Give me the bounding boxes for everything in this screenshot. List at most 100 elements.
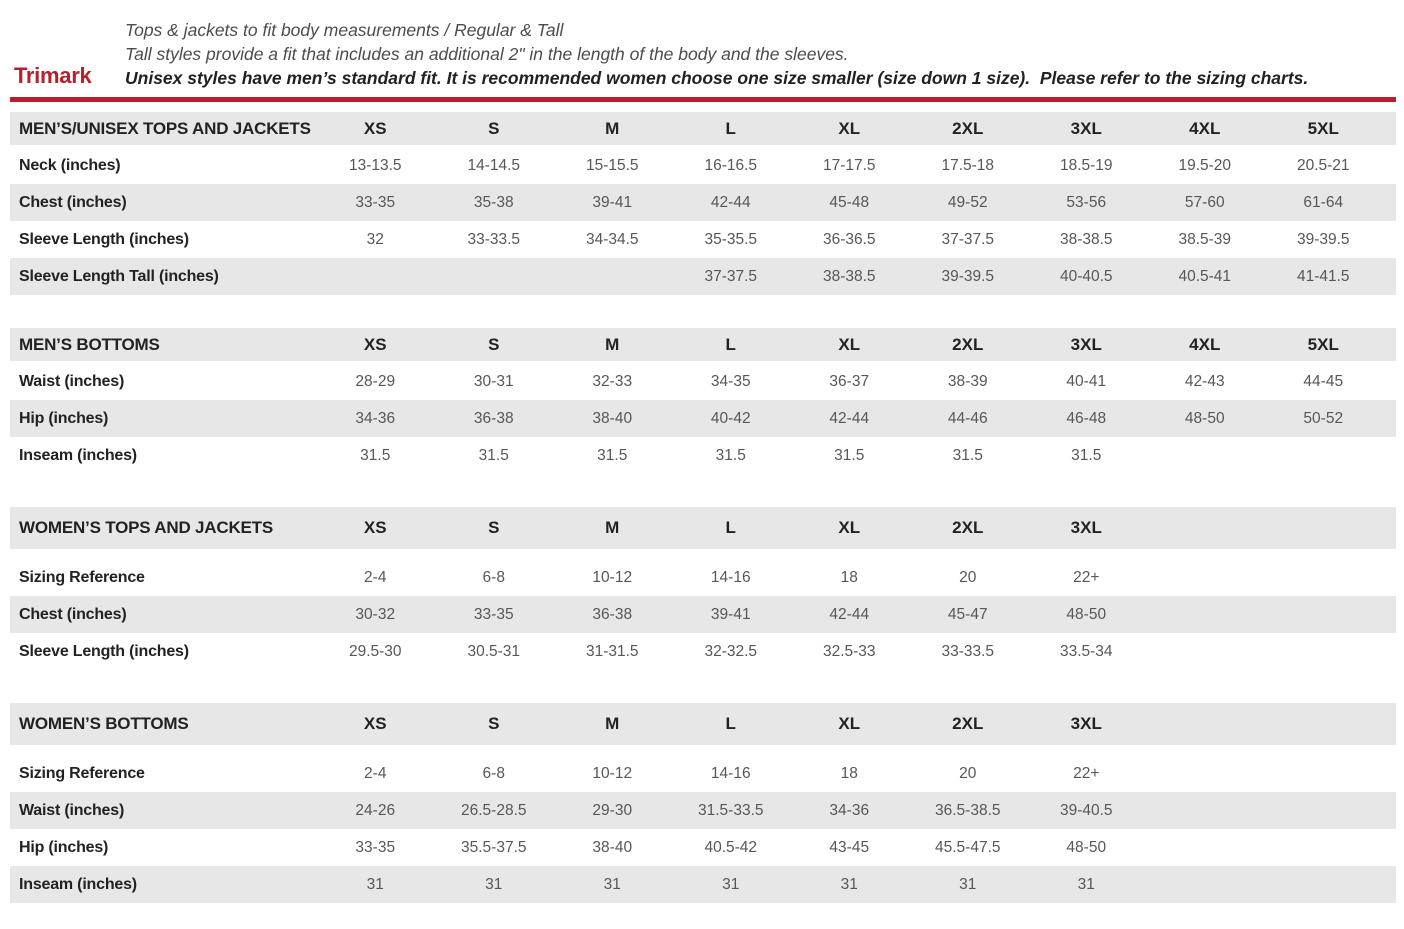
size-value-cell: 29-30 (592, 801, 633, 819)
row-label: Waist (inches) (19, 801, 125, 819)
size-value-cell: 31.5 (715, 446, 746, 464)
table-row: Chest (inches) 33-35 35-38 39-41 42-44 45-48 4… (10, 184, 1396, 221)
size-column-header: XL (838, 334, 861, 354)
size-value-cell: 37-37.5 (941, 230, 995, 248)
size-column-header: M (605, 334, 620, 354)
size-column-header: XS (363, 118, 387, 138)
row-label: Hip (inches) (19, 409, 109, 427)
size-value-cell: 43-45 (829, 838, 870, 856)
size-value-cell: 32-33 (592, 372, 633, 390)
size-column-header: XS (363, 334, 387, 354)
table-header-row: WOMEN’S BOTTOMS XS S M L XL 2XL 3XL (10, 703, 1396, 745)
size-column-header: S (488, 714, 500, 733)
size-value-cell: 39-40.5 (1059, 801, 1113, 819)
row-label: Hip (inches) (19, 838, 109, 856)
sizing-table: WOMEN’S BOTTOMS XS S M L XL 2XL 3XL Sizing Refer… (10, 703, 1396, 903)
size-value-cell: 38-38.5 (1059, 230, 1113, 248)
size-value-cell: 22+ (1073, 764, 1100, 782)
size-value-cell: 48-50 (1066, 838, 1107, 856)
size-value-cell: 36-38 (592, 605, 633, 623)
size-value-cell: 36.5-38.5 (935, 801, 1001, 819)
size-value-cell: 20.5-21 (1296, 156, 1350, 174)
size-value-cell: 20 (959, 764, 977, 782)
size-column-header: M (605, 518, 620, 537)
size-value-cell: 42-43 (1184, 372, 1225, 390)
size-value-cell: 2-4 (364, 764, 387, 782)
size-value-cell: 38-40 (592, 409, 633, 427)
size-value-cell: 37-37.5 (704, 267, 758, 285)
table-header-row: MEN’S/UNISEX TOPS AND JACKETS XS S M L XL 2XL 3… (10, 112, 1396, 145)
size-value-cell: 39-39.5 (941, 267, 995, 285)
brand-logo: Trimark (14, 63, 92, 88)
size-column-header: XS (363, 518, 387, 537)
row-label: Sleeve Length Tall (inches) (19, 267, 219, 285)
size-column-header: 3XL (1070, 118, 1102, 138)
size-value-cell: 45-47 (947, 605, 988, 623)
size-value-cell: 36-38 (473, 409, 514, 427)
table-row: Inseam (inches) 31.5 31.5 31.5 31.5 31.5 31.5 3… (10, 437, 1396, 474)
size-value-cell: 38.5-39 (1178, 230, 1232, 248)
divider-rule (10, 97, 1396, 102)
row-label: Waist (inches) (19, 372, 125, 390)
size-value-cell: 34-34.5 (585, 230, 639, 248)
size-value-cell: 38-39 (947, 372, 988, 390)
row-label: Chest (inches) (19, 193, 127, 211)
size-value-cell: 48-50 (1066, 605, 1107, 623)
size-value-cell: 30.5-31 (467, 642, 521, 660)
table-row: Sleeve Length Tall (inches) 37-37.5 38-38.… (10, 258, 1396, 295)
sizing-table: MEN’S/UNISEX TOPS AND JACKETS XS S M L XL 2XL 3… (10, 112, 1396, 295)
fit-note-line-3: Unisex styles have men’s standard fit. I… (125, 68, 1309, 88)
sizing-table: MEN’S BOTTOMS XS S M L XL 2XL 3XL 4XL 5XL Waist (i… (10, 328, 1396, 474)
table-row: Waist (inches) 28-29 30-31 32-33 34-35 36-37 3… (10, 363, 1396, 400)
size-value-cell: 39-41 (710, 605, 751, 623)
size-value-cell: 44-45 (1303, 372, 1344, 390)
size-value-cell: 17.5-18 (941, 156, 995, 174)
sizing-table: WOMEN’S TOPS AND JACKETS XS S M L XL 2XL 3XL Siz… (10, 507, 1396, 670)
size-column-header: 2XL (952, 334, 984, 354)
table-header-row: MEN’S BOTTOMS XS S M L XL 2XL 3XL 4XL 5XL (10, 328, 1396, 361)
size-value-cell: 14-16 (710, 568, 751, 586)
size-value-cell: 31.5 (597, 446, 628, 464)
size-value-cell: 31 (366, 875, 384, 893)
size-column-header: 2XL (952, 118, 984, 138)
size-value-cell: 61-64 (1303, 193, 1344, 211)
table-row: Sizing Reference 2-4 6-8 10-12 14-16 18 20 22+ (10, 559, 1396, 596)
row-label: Neck (inches) (19, 156, 121, 174)
size-value-cell: 53-56 (1066, 193, 1107, 211)
size-column-header: L (725, 118, 736, 138)
size-value-cell: 22+ (1073, 568, 1100, 586)
table-title: MEN’S/UNISEX TOPS AND JACKETS (19, 118, 311, 138)
table-row: Hip (inches) 34-36 36-38 38-40 40-42 42-44 44-… (10, 400, 1396, 437)
size-column-header: 5XL (1307, 118, 1339, 138)
size-value-cell: 57-60 (1184, 193, 1225, 211)
size-value-cell: 18.5-19 (1059, 156, 1113, 174)
size-value-cell: 42-44 (710, 193, 751, 211)
size-value-cell: 26.5-28.5 (461, 801, 527, 819)
fit-notes: Tops & jackets to fit body measurements … (125, 18, 1404, 90)
size-column-header: XS (363, 714, 387, 733)
size-column-header: S (488, 518, 500, 537)
row-label: Sizing Reference (19, 568, 145, 586)
size-value-cell: 45.5-47.5 (935, 838, 1001, 856)
size-column-header: 4XL (1189, 334, 1221, 354)
size-value-cell: 38-40 (592, 838, 633, 856)
size-value-cell: 33-35 (355, 193, 396, 211)
size-value-cell: 40.5-42 (704, 838, 758, 856)
size-column-header: L (725, 714, 736, 733)
size-value-cell: 32-32.5 (704, 642, 758, 660)
size-value-cell: 18 (840, 764, 858, 782)
size-column-header: 3XL (1070, 518, 1102, 537)
table-header-row: WOMEN’S TOPS AND JACKETS XS S M L XL 2XL 3XL (10, 507, 1396, 549)
row-label: Chest (inches) (19, 605, 127, 623)
size-value-cell: 28-29 (355, 372, 396, 390)
fit-note-line-2: Tall styles provide a fit that includes … (125, 44, 849, 64)
size-value-cell: 10-12 (592, 568, 633, 586)
size-value-cell: 31 (722, 875, 740, 893)
size-value-cell: 41-41.5 (1296, 267, 1350, 285)
size-value-cell: 6-8 (482, 568, 505, 586)
size-column-header: XL (838, 118, 861, 138)
size-column-header: L (725, 334, 736, 354)
size-value-cell: 14-14.5 (467, 156, 521, 174)
row-label: Sizing Reference (19, 764, 145, 782)
size-value-cell: 33-33.5 (467, 230, 521, 248)
